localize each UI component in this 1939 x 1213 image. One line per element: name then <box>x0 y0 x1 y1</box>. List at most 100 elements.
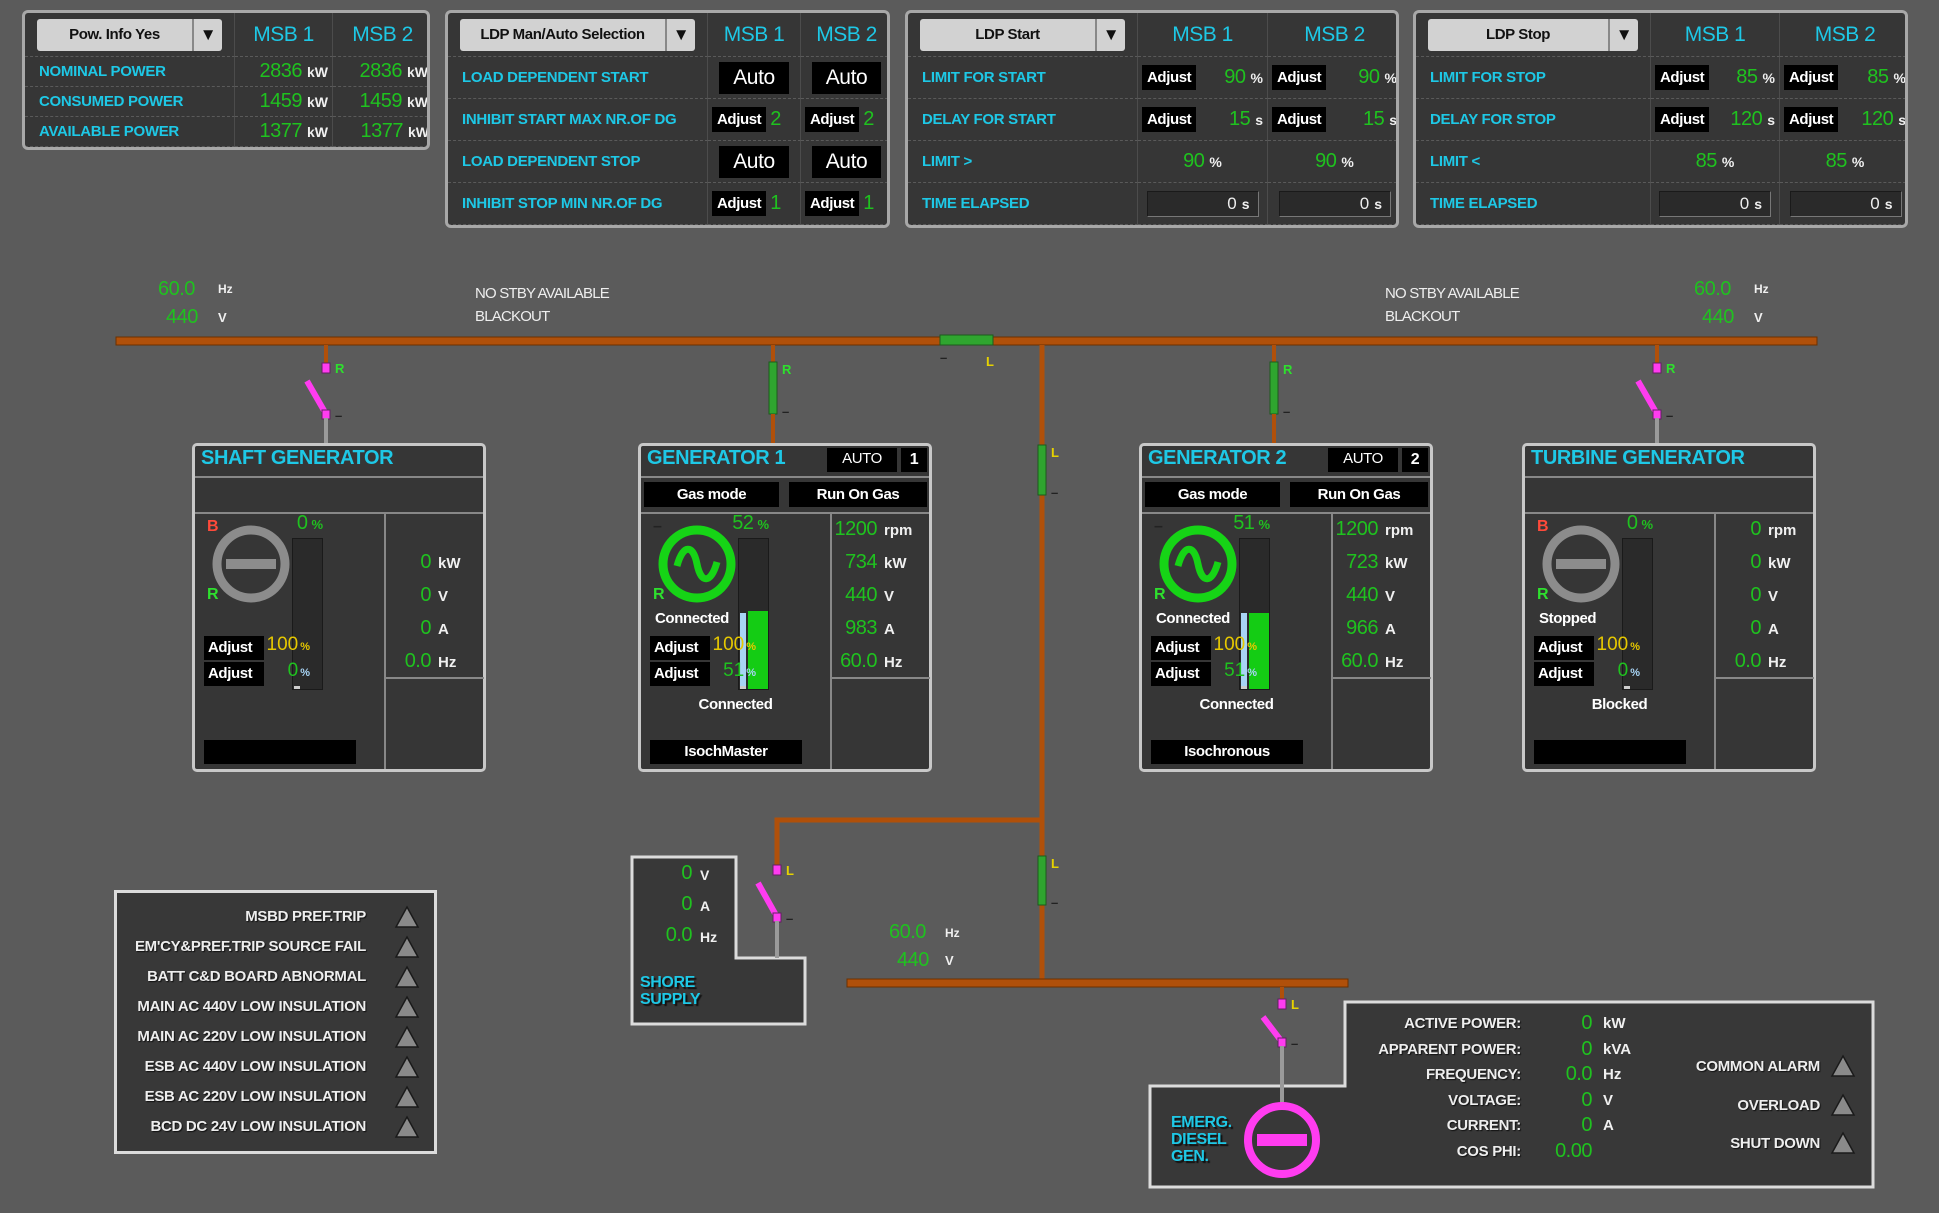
reading-unit: A <box>1768 621 1779 638</box>
msb1-cell: Adjust 1 <box>708 183 801 225</box>
divider <box>641 512 929 514</box>
adjust-button[interactable]: Adjust <box>1784 107 1839 132</box>
adjust-button[interactable]: Adjust <box>1272 65 1327 90</box>
adjust-button[interactable]: Adjust <box>650 662 710 686</box>
panel-dropdown[interactable]: LDP Man/Auto Selection ▼ <box>460 18 695 51</box>
adjust-value: 100 <box>266 634 299 655</box>
adjust-button[interactable]: Adjust <box>1534 636 1594 660</box>
alarm-triangle-icon[interactable] <box>394 905 420 929</box>
emergency-reading-value: 0 <box>1581 1114 1592 1137</box>
adjust-button[interactable]: Adjust <box>1142 65 1197 90</box>
mode-button[interactable]: Auto <box>719 145 789 178</box>
mode-button[interactable]: Auto <box>811 145 882 178</box>
msb1-cell: 1377 kW <box>235 117 333 147</box>
row-label: DELAY FOR START <box>908 99 1138 141</box>
msb2-cell: 1459 kW <box>333 87 427 117</box>
adjust-button[interactable]: Adjust <box>650 636 710 660</box>
adjust-button[interactable]: Adjust <box>1151 636 1211 660</box>
msb2-cell: Adjust 15 s <box>1268 99 1396 141</box>
panel-dropdown[interactable]: LDP Stop ▼ <box>1428 18 1638 51</box>
adjust-button[interactable]: Adjust <box>805 191 860 216</box>
alarm-list-panel: MSBD PREF.TRIP EM'CY&PREF.TRIP SOURCE FAI… <box>114 890 437 1154</box>
chevron-down-icon[interactable]: ▼ <box>192 18 222 51</box>
alarm-triangle-icon[interactable] <box>394 1055 420 1079</box>
status-flag-remote: R <box>653 586 665 603</box>
chevron-down-icon[interactable]: ▼ <box>1095 18 1125 51</box>
breaker-closed <box>768 361 778 415</box>
msb2-cell: Adjust 1 <box>801 183 887 225</box>
adjust-button[interactable]: Adjust <box>204 662 264 686</box>
adjust-button[interactable]: Adjust <box>204 636 264 660</box>
alarm-indicator-shape <box>1830 1092 1856 1116</box>
generator-panel-1: SHAFT GENERATOR B R 0% Adjust 100% Adjust 0% 0 kW… <box>192 443 486 772</box>
alarm-label: MAIN AC 220V LOW INSULATION <box>137 1028 366 1045</box>
alarm-triangle-icon[interactable] <box>394 1085 420 1109</box>
adjust-button[interactable]: Adjust <box>1151 662 1211 686</box>
bus-frequency-value: 60.0 <box>158 278 195 300</box>
fuel-mode-button[interactable]: Gas mode <box>1145 482 1280 507</box>
adjust-button[interactable]: Adjust <box>1784 65 1839 90</box>
divider <box>195 476 483 478</box>
reading-unit: V <box>1768 588 1779 605</box>
unit: s <box>1241 195 1250 212</box>
alarm-triangle-icon[interactable] <box>1830 1054 1856 1078</box>
breaker-status: Stopped <box>1539 610 1597 627</box>
elapsed-value: 0 <box>1870 193 1880 213</box>
alarm-indicator-shape <box>394 1115 420 1138</box>
chevron-down-icon[interactable]: ▼ <box>1608 18 1638 51</box>
msb2-cell: Auto <box>801 57 887 99</box>
generator-stopped-icon[interactable] <box>1539 522 1623 606</box>
generator-running-icon[interactable] <box>1156 522 1240 606</box>
control-mode-button[interactable]: AUTO <box>827 448 897 472</box>
generator-panel-4: TURBINE GENERATOR B R 0% Stopped Adjust 100% Ad… <box>1522 443 1816 772</box>
reading-unit: Hz <box>1768 654 1787 671</box>
adjust-button[interactable]: Adjust <box>712 191 767 216</box>
adjust-button[interactable]: Adjust <box>712 107 767 132</box>
value: 1377 <box>259 120 303 142</box>
adjust-button[interactable]: Adjust <box>805 107 860 132</box>
setpoint-value: 120 <box>1730 108 1763 130</box>
setpoint-value: 15 <box>1228 108 1251 130</box>
fuel-mode-button[interactable]: Gas mode <box>644 482 779 507</box>
control-mode-button[interactable]: AUTO <box>1328 448 1398 472</box>
run-mode-button[interactable]: Run On Gas <box>1290 482 1428 507</box>
divider <box>830 512 832 769</box>
adjust-button[interactable]: Adjust <box>1142 107 1197 132</box>
reading-value: 0 <box>1750 551 1761 573</box>
unit: s <box>1884 195 1893 212</box>
alarm-triangle-icon[interactable] <box>394 1115 420 1139</box>
shore-reading-value: 0 <box>681 893 692 915</box>
alarm-triangle-icon[interactable] <box>394 995 420 1019</box>
alarm-triangle-icon[interactable] <box>394 935 420 959</box>
load-bargraph <box>1239 538 1270 690</box>
reading-unit: kW <box>438 555 461 572</box>
alarm-triangle-icon[interactable] <box>1830 1131 1856 1155</box>
value: 2836 <box>359 60 403 82</box>
adjust-button[interactable]: Adjust <box>1655 65 1710 90</box>
mode-button[interactable]: Auto <box>719 61 789 94</box>
alarm-triangle-icon[interactable] <box>394 965 420 989</box>
mode-button[interactable]: Auto <box>811 61 882 94</box>
breaker-closed <box>1037 855 1047 906</box>
chevron-down-icon[interactable]: ▼ <box>665 18 695 51</box>
alarm-triangle-icon[interactable] <box>1830 1092 1856 1117</box>
adjust-button[interactable]: Adjust <box>1534 662 1594 686</box>
setpoint-value: 2 <box>863 108 874 130</box>
dropdown-value: LDP Stop <box>1485 26 1551 43</box>
panel-dropdown[interactable]: Pow. Info Yes ▼ <box>37 18 222 51</box>
panel-dropdown[interactable]: LDP Start ▼ <box>920 18 1125 51</box>
msb1-cell: Adjust 85% <box>1651 57 1780 99</box>
percent-unit: % <box>757 517 769 532</box>
msb1-cell: Adjust 90% <box>1138 57 1268 99</box>
unit: kW <box>307 123 328 140</box>
run-mode-button[interactable]: Run On Gas <box>789 482 927 507</box>
emergency-reading-value: 0.00 <box>1555 1140 1592 1162</box>
alarm-triangle-icon[interactable] <box>394 1025 420 1049</box>
generator-stopped-icon[interactable] <box>209 522 293 606</box>
reading-unit: A <box>884 621 895 638</box>
generator-running-icon[interactable] <box>655 522 739 606</box>
reading-value: 0.0 <box>1734 650 1762 672</box>
adjust-button[interactable]: Adjust <box>1655 107 1710 132</box>
adjust-button[interactable]: Adjust <box>1272 107 1327 132</box>
